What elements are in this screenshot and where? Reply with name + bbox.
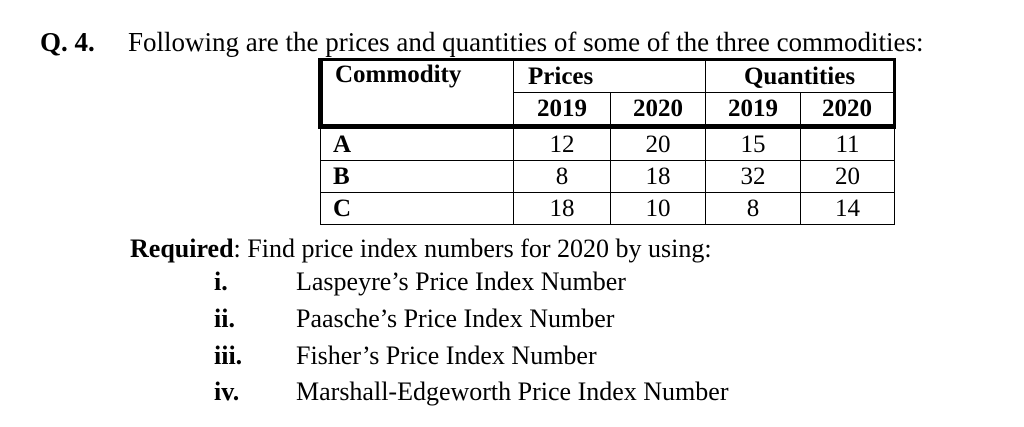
option-text: Paasche’s Price Index Number (296, 304, 615, 333)
table-cell: 20 (610, 126, 706, 161)
table-row: C 18 10 8 14 (320, 192, 895, 225)
header-year: 2020 (800, 92, 896, 129)
row-commodity-name: A (320, 126, 514, 161)
table-cell: 20 (800, 160, 895, 193)
option-item: iii. Fisher’s Price Index Number (214, 340, 597, 372)
table-cell: 15 (705, 126, 801, 161)
row-commodity-name: C (320, 192, 514, 225)
option-number: iv. (214, 377, 240, 406)
table-cell: 32 (705, 160, 801, 193)
option-number: i. (214, 267, 228, 296)
table-cell: 11 (800, 126, 895, 161)
table-cell: 10 (610, 192, 706, 225)
option-number: ii. (214, 304, 235, 333)
option-item: i. Laspeyre’s Price Index Number (214, 266, 626, 298)
option-text: Marshall-Edgeworth Price Index Number (296, 377, 729, 406)
table-header-row: Commodity Prices Quantities (318, 58, 896, 129)
table-cell: 8 (705, 192, 801, 225)
required-line: Required: Find price index numbers for 2… (130, 233, 712, 265)
option-number: iii. (214, 341, 243, 370)
required-label: Required (130, 234, 234, 263)
table-cell: 8 (513, 160, 611, 193)
commodity-table: Commodity Prices Quantities 2019 2020 20… (318, 58, 896, 225)
required-text: : Find price index numbers for 2020 by u… (233, 234, 712, 263)
table-cell: 18 (513, 192, 611, 225)
header-prices: Prices (513, 58, 706, 93)
option-text: Laspeyre’s Price Index Number (296, 267, 626, 296)
option-text: Fisher’s Price Index Number (296, 341, 597, 370)
header-quantities: Quantities (705, 58, 896, 93)
question-line: Q. 4. Following are the prices and quanti… (40, 26, 924, 58)
header-year: 2019 (513, 92, 611, 129)
header-year: 2019 (705, 92, 801, 129)
header-commodity: Commodity (318, 58, 514, 129)
header-year: 2020 (610, 92, 706, 129)
question-text: Following are the prices and quantities … (128, 27, 924, 57)
table-cell: 18 (610, 160, 706, 193)
row-commodity-name: B (320, 160, 514, 193)
table-cell: 12 (513, 126, 611, 161)
table-year-row: 2019 2020 2019 2020 (321, 92, 896, 129)
option-item: iv. Marshall-Edgeworth Price Index Number (214, 376, 728, 408)
option-item: ii. Paasche’s Price Index Number (214, 303, 614, 335)
table-cell: 14 (800, 192, 895, 225)
table-row: B 8 18 32 20 (320, 160, 895, 193)
question-number: Q. 4. (40, 27, 95, 57)
table-row: A 12 20 15 11 (320, 126, 895, 161)
